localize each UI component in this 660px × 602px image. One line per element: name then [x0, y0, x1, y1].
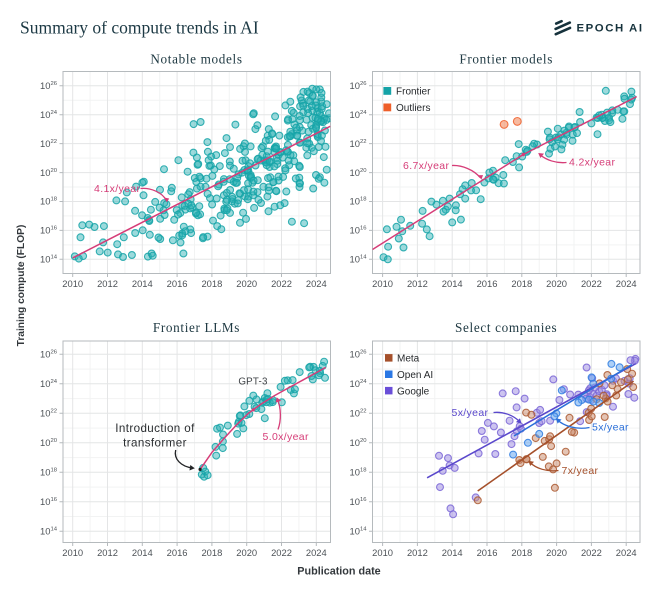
svg-text:1016: 1016 — [350, 496, 368, 507]
svg-text:2012: 2012 — [407, 547, 428, 558]
svg-text:1024: 1024 — [40, 378, 58, 389]
svg-text:GPT-3: GPT-3 — [238, 377, 268, 388]
svg-text:1020: 1020 — [40, 167, 58, 178]
svg-text:2024: 2024 — [306, 278, 327, 289]
svg-text:Meta: Meta — [397, 354, 420, 365]
svg-text:2010: 2010 — [372, 547, 393, 558]
svg-text:1018: 1018 — [350, 196, 368, 207]
svg-text:2024: 2024 — [616, 547, 637, 558]
svg-text:1014: 1014 — [350, 254, 368, 265]
svg-text:5x/year: 5x/year — [592, 422, 629, 434]
svg-text:2016: 2016 — [477, 547, 498, 558]
svg-text:2014: 2014 — [132, 278, 153, 289]
svg-text:transformer: transformer — [123, 437, 187, 450]
svg-text:1014: 1014 — [40, 526, 58, 537]
svg-text:Outliers: Outliers — [396, 103, 430, 114]
svg-text:2010: 2010 — [372, 278, 393, 289]
svg-text:2012: 2012 — [97, 547, 118, 558]
svg-text:Notable models: Notable models — [150, 52, 242, 67]
svg-text:2018: 2018 — [511, 278, 532, 289]
svg-text:4.2x/year: 4.2x/year — [569, 157, 615, 169]
svg-text:2022: 2022 — [271, 278, 292, 289]
svg-text:1022: 1022 — [350, 138, 367, 149]
svg-text:5.0x/year: 5.0x/year — [263, 431, 309, 443]
svg-text:1014: 1014 — [40, 254, 58, 265]
svg-text:1016: 1016 — [40, 225, 58, 236]
svg-text:2020: 2020 — [236, 547, 257, 558]
svg-text:1016: 1016 — [40, 496, 58, 507]
svg-text:1014: 1014 — [350, 526, 368, 537]
svg-text:Open AI: Open AI — [397, 370, 433, 381]
svg-text:2010: 2010 — [62, 547, 83, 558]
svg-text:1022: 1022 — [40, 138, 57, 149]
svg-text:2014: 2014 — [442, 278, 463, 289]
svg-text:2020: 2020 — [546, 278, 567, 289]
svg-text:1026: 1026 — [350, 349, 368, 360]
svg-text:Training compute (FLOP): Training compute (FLOP) — [16, 225, 27, 347]
svg-text:5x/year: 5x/year — [452, 407, 489, 419]
svg-text:2018: 2018 — [201, 278, 222, 289]
svg-text:1020: 1020 — [350, 437, 368, 448]
svg-text:7x/year: 7x/year — [562, 465, 599, 477]
svg-text:Frontier models: Frontier models — [459, 52, 553, 67]
svg-text:2014: 2014 — [442, 547, 463, 558]
svg-text:Select companies: Select companies — [455, 320, 557, 335]
svg-text:1018: 1018 — [40, 467, 58, 478]
svg-text:2020: 2020 — [546, 547, 567, 558]
svg-text:2016: 2016 — [167, 547, 188, 558]
svg-text:Publication date: Publication date — [297, 566, 380, 578]
svg-text:1022: 1022 — [350, 408, 367, 419]
svg-text:2018: 2018 — [511, 547, 532, 558]
svg-text:2024: 2024 — [306, 547, 327, 558]
svg-text:1026: 1026 — [40, 349, 58, 360]
svg-text:4.1x/year: 4.1x/year — [94, 183, 140, 195]
svg-text:2016: 2016 — [477, 278, 498, 289]
svg-text:2024: 2024 — [616, 278, 637, 289]
svg-text:Introduction of: Introduction of — [115, 422, 195, 435]
svg-text:2022: 2022 — [581, 278, 602, 289]
svg-text:1026: 1026 — [40, 80, 58, 91]
svg-text:6.7x/year: 6.7x/year — [403, 160, 449, 172]
svg-text:1020: 1020 — [350, 167, 368, 178]
svg-text:1020: 1020 — [40, 437, 58, 448]
svg-text:1024: 1024 — [350, 378, 368, 389]
svg-text:Summary of compute trends in A: Summary of compute trends in AI — [20, 18, 259, 38]
svg-text:2022: 2022 — [581, 547, 602, 558]
svg-text:2012: 2012 — [407, 278, 428, 289]
svg-text:1024: 1024 — [40, 109, 58, 120]
svg-text:2010: 2010 — [62, 278, 83, 289]
svg-text:2016: 2016 — [167, 278, 188, 289]
svg-text:Google: Google — [397, 386, 430, 397]
svg-text:1018: 1018 — [350, 467, 368, 478]
svg-text:EPOCH AI: EPOCH AI — [577, 22, 644, 34]
svg-text:Frontier LLMs: Frontier LLMs — [153, 320, 240, 335]
svg-text:2022: 2022 — [271, 547, 292, 558]
svg-text:2012: 2012 — [97, 278, 118, 289]
svg-text:2014: 2014 — [132, 547, 153, 558]
svg-text:1022: 1022 — [40, 408, 57, 419]
svg-text:1026: 1026 — [350, 80, 368, 91]
svg-text:2020: 2020 — [236, 278, 257, 289]
svg-text:1024: 1024 — [350, 109, 368, 120]
svg-text:1018: 1018 — [40, 196, 58, 207]
svg-text:Frontier: Frontier — [396, 86, 431, 97]
svg-text:2018: 2018 — [201, 547, 222, 558]
svg-text:1016: 1016 — [350, 225, 368, 236]
